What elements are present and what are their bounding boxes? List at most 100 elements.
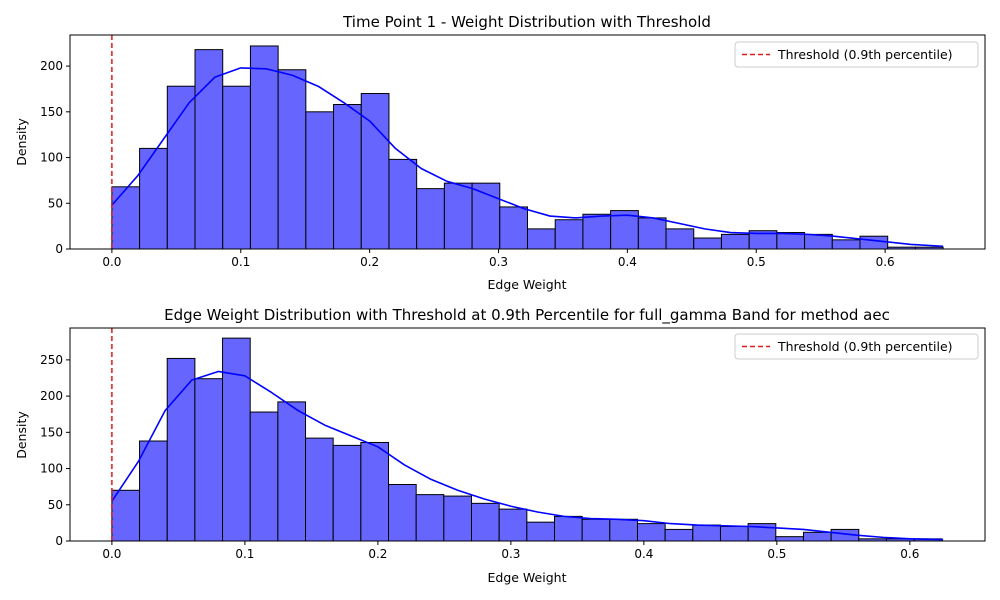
x-tick-label: 0.6 <box>876 255 895 269</box>
y-axis-ticks: 0 50 100 150 200 <box>40 59 70 256</box>
histogram-bar <box>305 437 334 542</box>
x-tick-label: 0.5 <box>767 547 786 561</box>
histogram-bar <box>111 489 141 542</box>
histogram-bar <box>443 182 473 250</box>
x-axis-ticks: 0.0 0.1 0.2 0.3 0.4 0.5 0.6 <box>102 249 895 269</box>
histogram-bar <box>332 444 362 542</box>
kde-curve-layer <box>111 67 944 248</box>
x-tick-label: 0.6 <box>900 547 919 561</box>
x-tick-label: 0.2 <box>360 255 379 269</box>
chart-title: Edge Weight Distribution with Threshold … <box>164 306 890 325</box>
histogram-bar <box>166 357 196 542</box>
legend: Threshold (0.9th percentile) <box>734 41 979 68</box>
histogram-bar <box>581 518 611 542</box>
legend-label: Threshold (0.9th percentile) <box>777 339 953 354</box>
x-tick-label: 0.0 <box>102 255 121 269</box>
histogram-bar <box>166 85 196 250</box>
histogram-bars <box>111 45 944 250</box>
x-tick-label: 0.3 <box>489 255 508 269</box>
legend: Threshold (0.9th percentile) <box>734 333 979 360</box>
y-tick-label: 0 <box>55 242 63 256</box>
kde-curve-layer <box>111 370 944 541</box>
histogram-bar <box>360 93 390 250</box>
x-axis-label: Edge Weight <box>488 570 567 585</box>
histogram-bar <box>665 228 695 250</box>
histogram-bar <box>277 401 307 542</box>
histogram-bar <box>775 536 804 542</box>
histogram-bar <box>636 523 666 542</box>
histogram-bar <box>526 521 556 542</box>
histogram-bar <box>859 235 889 250</box>
y-tick-label: 200 <box>40 59 63 73</box>
y-tick-label: 100 <box>40 151 63 165</box>
x-axis-label: Edge Weight <box>488 277 567 292</box>
y-tick-label: 150 <box>40 105 63 119</box>
histogram-bar <box>416 188 445 250</box>
x-tick-label: 0.3 <box>501 547 520 561</box>
histogram-bar <box>527 228 556 250</box>
chart-panel-time-point-1: Time Point 1 - Weight Distribution with … <box>14 13 986 292</box>
histogram-bar <box>305 111 335 250</box>
y-tick-label: 0 <box>55 534 63 548</box>
histogram-bar <box>554 515 583 542</box>
kde-curve <box>111 67 944 248</box>
kde-curve <box>111 370 944 541</box>
histogram-bar <box>720 233 750 250</box>
histogram-bar <box>610 210 639 250</box>
x-tick-label: 0.2 <box>368 547 387 561</box>
histogram-bar <box>554 219 584 250</box>
histogram-bar <box>719 526 749 542</box>
histogram-bar <box>637 217 667 250</box>
plot-frame <box>69 34 986 250</box>
x-tick-label: 0.1 <box>235 547 254 561</box>
histogram-bar <box>111 186 141 250</box>
histogram-bar <box>194 49 224 250</box>
y-tick-label: 200 <box>40 389 63 403</box>
legend-label: Threshold (0.9th percentile) <box>777 47 953 62</box>
histogram-bar <box>415 494 445 542</box>
x-tick-label: 0.5 <box>747 255 766 269</box>
chart-title: Time Point 1 - Weight Distribution with … <box>342 13 711 31</box>
legend-box <box>734 41 979 68</box>
y-tick-label: 50 <box>48 498 63 512</box>
y-tick-label: 100 <box>40 462 63 476</box>
histogram-bar <box>664 528 694 542</box>
histogram-bar <box>249 411 279 542</box>
histogram-bar <box>277 69 307 250</box>
plot-frame <box>69 327 986 542</box>
histogram-bar <box>194 378 224 542</box>
histogram-bar <box>222 85 251 250</box>
histogram-bar <box>333 104 362 250</box>
histogram-bar <box>360 441 390 542</box>
histogram-bar <box>443 495 473 542</box>
histogram-bar <box>388 483 417 542</box>
histogram-bar <box>609 518 638 542</box>
x-axis-ticks: 0.0 0.1 0.2 0.3 0.4 0.5 0.6 <box>102 541 919 561</box>
histogram-bar <box>498 508 528 542</box>
y-axis-ticks: 0 50 100 150 200 250 <box>40 353 70 548</box>
histogram-bar <box>692 524 721 542</box>
histogram-bar <box>222 337 251 542</box>
histogram-bar <box>139 147 168 250</box>
y-tick-label: 250 <box>40 353 63 367</box>
histogram-bar <box>249 45 279 250</box>
histogram-bar <box>471 182 501 250</box>
histogram-bar <box>471 502 500 542</box>
histogram-bar <box>388 158 418 250</box>
x-tick-label: 0.0 <box>102 547 121 561</box>
chart-panel-full-gamma-aec: Edge Weight Distribution with Threshold … <box>14 306 986 585</box>
y-axis-label: Density <box>14 118 29 166</box>
x-tick-label: 0.1 <box>231 255 250 269</box>
histogram-bar <box>802 531 832 542</box>
histogram-bar <box>139 440 168 542</box>
y-axis-label: Density <box>14 411 29 459</box>
x-tick-label: 0.4 <box>618 255 637 269</box>
histogram-bar <box>693 237 722 250</box>
histogram-bar <box>582 213 612 250</box>
x-tick-label: 0.4 <box>634 547 653 561</box>
histogram-bars <box>111 337 943 542</box>
histogram-bar <box>831 239 861 250</box>
histogram-bar <box>499 206 529 250</box>
histogram-bar <box>776 232 806 250</box>
